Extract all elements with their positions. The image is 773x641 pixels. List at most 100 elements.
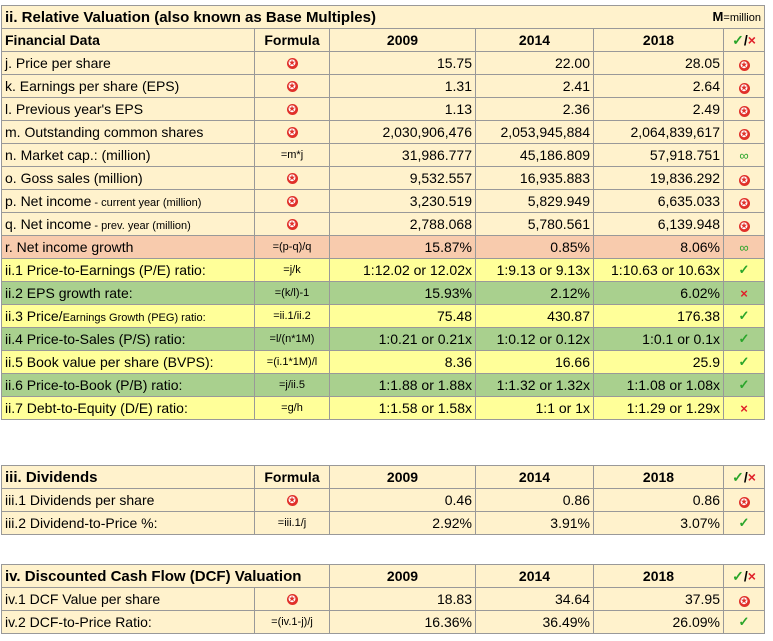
status-cell: × <box>723 281 765 305</box>
star-badge-icon: ✪ <box>286 495 298 506</box>
header-2014: 2014 <box>475 28 594 52</box>
value-cell: 22.00 <box>475 51 594 75</box>
row-label: ii.2 EPS growth rate: <box>1 281 255 305</box>
value-cell: 2.41 <box>475 74 594 98</box>
row-label: l. Previous year's EPS <box>1 97 255 121</box>
row-label: o. Goss sales (million) <box>1 166 255 190</box>
formula-icon-cell: ✪ <box>254 51 330 75</box>
value-cell: 0.86 <box>475 488 594 512</box>
dividends-table: iii. Dividends Formula 2009 2014 2018 ✓/… <box>1 465 765 535</box>
table-row: q. Net income - prev. year (million) ✪ 2,7… <box>1 212 765 236</box>
value-cell: 430.87 <box>475 304 594 328</box>
row-label: iii.1 Dividends per share <box>1 488 255 512</box>
value-cell: 1:0.21 or 0.21x <box>329 327 476 351</box>
value-cell: 19,836.292 <box>593 166 724 190</box>
table-row: j. Price per share ✪ 15.75 22.00 28.05 ✪ <box>1 51 765 75</box>
status-cell: ✪ <box>723 97 765 121</box>
row-label: ii.5 Book value per share (BVPS): <box>1 350 255 374</box>
checkmark-icon: ✓ <box>738 377 750 392</box>
header-status: ✓/× <box>723 28 765 52</box>
dcf-valuation-table: iv. Discounted Cash Flow (DCF) Valuation… <box>1 564 765 634</box>
status-cell: ✓ <box>723 350 765 374</box>
status-cell: ✪ <box>723 189 765 213</box>
value-cell: 5,829.949 <box>475 189 594 213</box>
status-cell: ✓ <box>723 304 765 328</box>
value-cell: 15.93% <box>329 281 476 305</box>
status-cell: ✪ <box>723 166 765 190</box>
checkmark-icon: ✓ <box>738 262 750 277</box>
checkmark-icon: ✓ <box>738 515 750 530</box>
formula-icon-cell: ✪ <box>254 488 330 512</box>
row-label: ii.4 Price-to-Sales (P/S) ratio: <box>1 327 255 351</box>
row-label: ii.3 Price/Earnings Growth (PEG) ratio: <box>1 304 255 328</box>
value-cell: 0.85% <box>475 235 594 259</box>
header-2018: 2018 <box>593 28 724 52</box>
value-cell: 1:10.63 or 10.63x <box>593 258 724 282</box>
star-badge-icon: ✪ <box>738 174 750 186</box>
cross-icon: × <box>740 400 748 416</box>
status-cell: ✓ <box>723 373 765 397</box>
status-cell: ✓ <box>723 258 765 282</box>
table-row: n. Market cap.: (million) =m*j 31,986.777 4… <box>1 143 765 167</box>
star-badge-icon: ✪ <box>286 58 298 69</box>
value-cell: 16.66 <box>475 350 594 374</box>
header-status: ✓/× <box>723 465 765 489</box>
value-cell: 9,532.557 <box>329 166 476 190</box>
formula-cell: =(i.1*1M)/l <box>254 350 330 374</box>
table-row: m. Outstanding common shares ✪ 2,030,906,4… <box>1 120 765 144</box>
formula-cell: =(k/l)-1 <box>254 281 330 305</box>
value-cell: 18.83 <box>329 587 476 611</box>
value-cell: 1.31 <box>329 74 476 98</box>
row-label: ii.6 Price-to-Book (P/B) ratio: <box>1 373 255 397</box>
value-cell: 8.06% <box>593 235 724 259</box>
table-row: ii.3 Price/Earnings Growth (PEG) ratio: =… <box>1 304 765 328</box>
header-2009: 2009 <box>329 465 476 489</box>
row-label: iv.1 DCF Value per share <box>1 587 255 611</box>
status-cell: ✪ <box>723 74 765 98</box>
formula-icon-cell: ✪ <box>254 212 330 236</box>
value-cell: 0.46 <box>329 488 476 512</box>
value-cell: 176.38 <box>593 304 724 328</box>
value-cell: 15.75 <box>329 51 476 75</box>
value-cell: 2.64 <box>593 74 724 98</box>
value-cell: 1:9.13 or 9.13x <box>475 258 594 282</box>
status-cell: ✓ <box>723 511 765 535</box>
formula-icon-cell: ✪ <box>254 189 330 213</box>
table-row: ii.2 EPS growth rate: =(k/l)-1 15.93% 2.12%… <box>1 281 765 305</box>
table-row: iii.1 Dividends per share ✪ 0.46 0.86 0.86 ✪ <box>1 488 765 512</box>
value-cell: 57,918.751 <box>593 143 724 167</box>
table-row: iv.1 DCF Value per share ✪ 18.83 34.64 37.95… <box>1 587 765 611</box>
checkmark-icon: ✓ <box>738 331 750 346</box>
row-label: n. Market cap.: (million) <box>1 143 255 167</box>
value-cell: 0.86 <box>593 488 724 512</box>
value-cell: 36.49% <box>475 610 594 634</box>
header-2009: 2009 <box>329 28 476 52</box>
formula-icon-cell: ✪ <box>254 166 330 190</box>
link-icon: ∞ <box>739 147 749 163</box>
status-cell: ✪ <box>723 587 765 611</box>
table-row: ii.7 Debt-to-Equity (D/E) ratio: =g/h 1:1.… <box>1 396 765 420</box>
formula-cell: =(iv.1-j)/j <box>254 610 330 634</box>
table-row: r. Net income growth =(p-q)/q 15.87% 0.85% 8… <box>1 235 765 259</box>
formula-cell: =g/h <box>254 396 330 420</box>
star-badge-icon: ✪ <box>738 105 750 117</box>
star-badge-icon: ✪ <box>738 82 750 94</box>
section-title: iv. Discounted Cash Flow (DCF) Valuation <box>1 564 330 588</box>
value-cell: 8.36 <box>329 350 476 374</box>
value-cell: 2.49 <box>593 97 724 121</box>
value-cell: 45,186.809 <box>475 143 594 167</box>
formula-cell: =j/k <box>254 258 330 282</box>
formula-cell: =m*j <box>254 143 330 167</box>
star-badge-icon: ✪ <box>286 127 298 138</box>
value-cell: 2,053,945,884 <box>475 120 594 144</box>
star-badge-icon: ✪ <box>286 594 298 605</box>
checkmark-icon: ✓ <box>738 354 750 369</box>
header-2009: 2009 <box>329 564 476 588</box>
section-title: iii. Dividends <box>1 465 255 489</box>
status-cell: ∞ <box>723 143 765 167</box>
formula-cell: =l/(n*1M) <box>254 327 330 351</box>
value-cell: 3.07% <box>593 511 724 535</box>
table-row: iv.2 DCF-to-Price Ratio: =(iv.1-j)/j 16.36… <box>1 610 765 634</box>
table-row: ii.1 Price-to-Earnings (P/E) ratio: =j/k 1… <box>1 258 765 282</box>
value-cell: 2.92% <box>329 511 476 535</box>
